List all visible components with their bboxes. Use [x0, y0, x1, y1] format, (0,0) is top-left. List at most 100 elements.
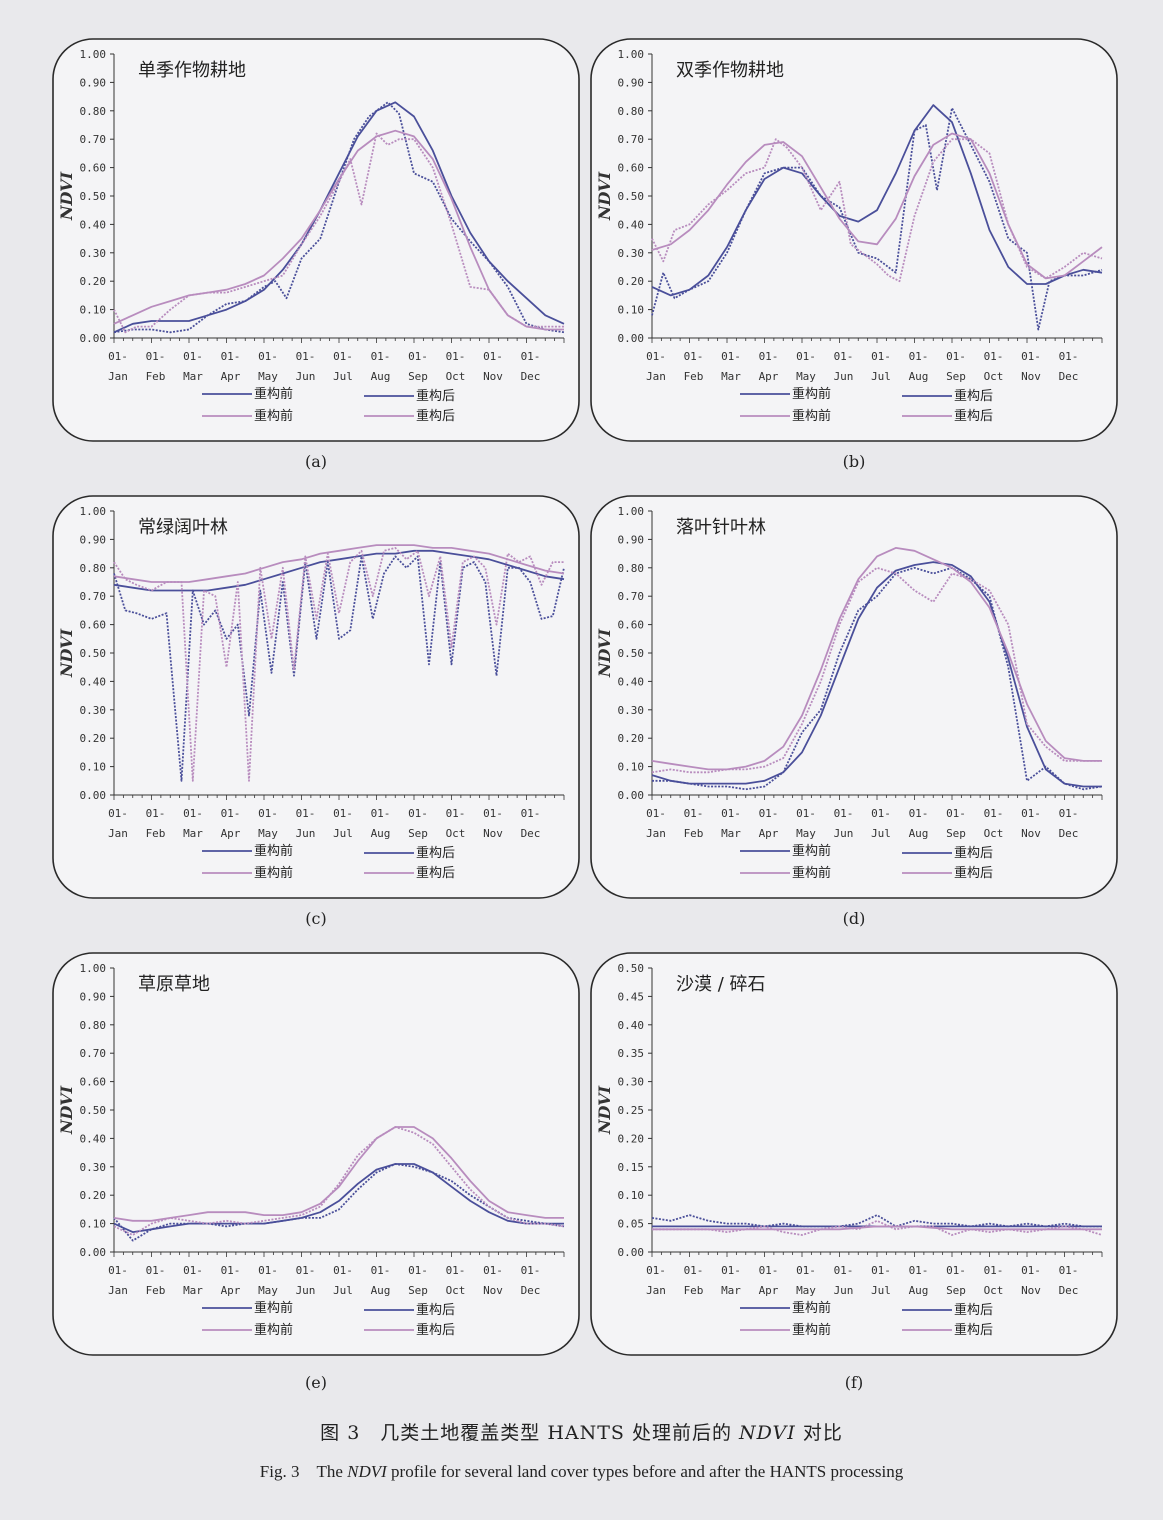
panel-label: (d): [842, 909, 866, 928]
series-line-after: [113, 549, 565, 592]
x-tick-label: Apr: [221, 827, 241, 840]
x-tick-label: Nov: [1021, 1284, 1041, 1297]
panel-frame: [52, 38, 580, 442]
x-tick-label-top: 01-: [258, 350, 278, 363]
y-tick-label: 0.20: [618, 275, 645, 288]
x-tick-label-top: 01-: [796, 807, 816, 820]
legend-label: 重构后: [954, 388, 993, 404]
x-tick-label: Nov: [1021, 370, 1041, 383]
x-tick-label: Sep: [408, 1284, 428, 1297]
x-tick-label: Aug: [909, 1284, 929, 1297]
x-tick-label-top: 01-: [296, 807, 316, 820]
x-tick-label-top: 01-: [333, 1264, 353, 1277]
y-tick-label: 0.00: [618, 332, 645, 345]
x-tick-label-top: 01-: [483, 807, 503, 820]
x-tick-label-top: 01-: [871, 807, 891, 820]
x-tick-label-top: 01-: [946, 1264, 966, 1277]
y-tick-label: 0.80: [80, 1019, 107, 1032]
x-tick-label: Sep: [946, 370, 966, 383]
chart-svg: 0.00 0.10 0.20 0.30 0.40 0.50 0.60 0.70 0.80 0.90…: [590, 38, 1118, 442]
x-tick-label: Jan: [108, 370, 128, 383]
x-tick-label-top: 01-: [183, 1264, 203, 1277]
x-tick-label: Aug: [909, 370, 929, 383]
x-tick-label-top: 01-: [146, 1264, 166, 1277]
y-tick-label: 0.70: [618, 133, 645, 146]
x-tick-label-top: 01-: [146, 807, 166, 820]
x-tick-label-top: 01-: [333, 350, 353, 363]
x-tick-label-top: 01-: [984, 350, 1004, 363]
x-tick-label: Jan: [108, 827, 128, 840]
series-line-before: [652, 1219, 1103, 1236]
x-tick-label-top: 01-: [221, 1264, 241, 1277]
series-line-before: [113, 555, 565, 782]
chart-title: 单季作物耕地: [138, 60, 246, 81]
y-tick-label: 0.20: [80, 732, 107, 745]
x-tick-label: Jun: [296, 1284, 316, 1297]
x-tick-label-top: 01-: [909, 807, 929, 820]
x-tick-label: Aug: [371, 827, 391, 840]
x-tick-label-top: 01-: [521, 1264, 541, 1277]
x-tick-label-top: 01-: [871, 350, 891, 363]
x-tick-label: Jun: [834, 370, 854, 383]
x-tick-label: Jan: [108, 1284, 128, 1297]
legend-label: 重构后: [954, 1302, 993, 1318]
series-line-after: [113, 101, 565, 334]
x-tick-label-top: 01-: [183, 807, 203, 820]
series-line-after: [651, 104, 1103, 297]
series-line-after: [652, 1225, 1102, 1231]
caption-en-italic: NDVI: [347, 1462, 387, 1481]
x-tick-label: Feb: [684, 1284, 704, 1297]
x-tick-label: Oct: [446, 827, 466, 840]
series-line-after: [651, 547, 1102, 771]
x-tick-label: Jul: [333, 370, 353, 383]
y-axis-label: NDVI: [595, 1085, 614, 1135]
y-tick-label: 0.10: [80, 304, 107, 317]
x-tick-label: Sep: [408, 370, 428, 383]
y-tick-label: 0.00: [618, 789, 645, 802]
series-line-before: [113, 547, 564, 782]
x-tick-label: May: [796, 370, 816, 383]
y-tick-label: 0.40: [618, 675, 645, 688]
chart-svg: 0.00 0.10 0.20 0.30 0.40 0.50 0.60 0.70 0.80 0.90…: [52, 952, 580, 1356]
chart-panel: 0.00 0.05 0.10 0.15 0.20 0.25 0.30 0.35 0.40 0.45…: [590, 952, 1118, 1356]
figure-caption-en: Fig. 3 The NDVI profile for several land…: [0, 1457, 1163, 1482]
y-tick-label: 0.60: [618, 619, 645, 632]
x-tick-label: Aug: [371, 370, 391, 383]
x-tick-label: Feb: [684, 370, 704, 383]
y-tick-label: 0.40: [80, 675, 107, 688]
x-tick-label-top: 01-: [296, 1264, 316, 1277]
y-tick-label: 0.50: [618, 190, 645, 203]
x-tick-label: Dec: [1059, 827, 1079, 840]
panel-frame: [590, 38, 1118, 442]
caption-zh-italic: NDVI: [739, 1422, 796, 1444]
series-line-after: [651, 561, 1102, 788]
y-tick-label: 0.30: [618, 704, 645, 717]
x-tick-label-top: 01-: [834, 1264, 854, 1277]
x-tick-label: Jan: [646, 827, 666, 840]
x-tick-label: May: [258, 1284, 278, 1297]
y-tick-label: 0.60: [80, 619, 107, 632]
y-tick-label: 0.30: [80, 704, 107, 717]
x-tick-label: Jun: [296, 827, 316, 840]
y-tick-label: 0.80: [618, 105, 645, 118]
x-tick-label-top: 01-: [834, 350, 854, 363]
y-tick-label: 0.50: [80, 647, 107, 660]
x-tick-label: Mar: [721, 370, 741, 383]
y-tick-label: 1.00: [618, 48, 645, 61]
x-tick-label: Aug: [909, 827, 929, 840]
chart-title: 常绿阔叶林: [138, 517, 228, 538]
panel-frame: [52, 495, 580, 899]
x-tick-label-top: 01-: [483, 350, 503, 363]
y-tick-label: 1.00: [80, 962, 107, 975]
chart-title: 双季作物耕地: [676, 60, 784, 81]
x-tick-label: Jul: [871, 1284, 891, 1297]
y-axis-label: NDVI: [57, 628, 76, 678]
panel-label: (c): [305, 909, 327, 928]
y-tick-label: 0.30: [80, 247, 107, 260]
x-tick-label: Jun: [834, 1284, 854, 1297]
y-tick-label: 0.15: [618, 1161, 645, 1174]
series-line-after: [113, 129, 564, 331]
x-tick-label-top: 01-: [946, 807, 966, 820]
x-tick-label-top: 01-: [984, 807, 1004, 820]
y-tick-label: 0.60: [80, 1076, 107, 1089]
